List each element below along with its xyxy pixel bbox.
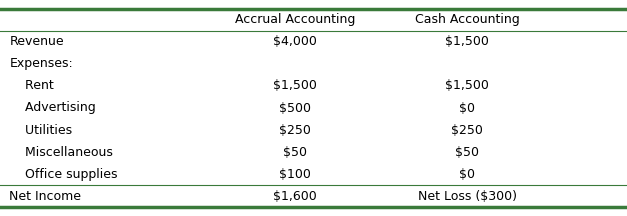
Text: Revenue: Revenue [9, 35, 64, 48]
Text: $0: $0 [459, 102, 475, 114]
Text: $250: $250 [451, 124, 483, 137]
Text: Rent: Rent [9, 79, 54, 92]
Text: $50: $50 [283, 146, 307, 159]
Text: Cash Accounting: Cash Accounting [414, 13, 520, 26]
Text: $1,500: $1,500 [445, 79, 489, 92]
Text: Miscellaneous: Miscellaneous [9, 146, 113, 159]
Text: $250: $250 [279, 124, 310, 137]
Text: Net Loss ($300): Net Loss ($300) [418, 190, 517, 203]
Text: $0: $0 [459, 168, 475, 181]
Text: $4,000: $4,000 [273, 35, 317, 48]
Text: $1,500: $1,500 [273, 79, 317, 92]
Text: $500: $500 [278, 102, 311, 114]
Text: Accrual Accounting: Accrual Accounting [234, 13, 355, 26]
Text: Net Income: Net Income [9, 190, 82, 203]
Text: Advertising: Advertising [9, 102, 96, 114]
Text: Expenses:: Expenses: [9, 57, 73, 70]
Text: Utilities: Utilities [9, 124, 73, 137]
Text: $100: $100 [279, 168, 310, 181]
Text: $1,600: $1,600 [273, 190, 317, 203]
Text: Office supplies: Office supplies [9, 168, 118, 181]
Text: $1,500: $1,500 [445, 35, 489, 48]
Text: $50: $50 [455, 146, 479, 159]
